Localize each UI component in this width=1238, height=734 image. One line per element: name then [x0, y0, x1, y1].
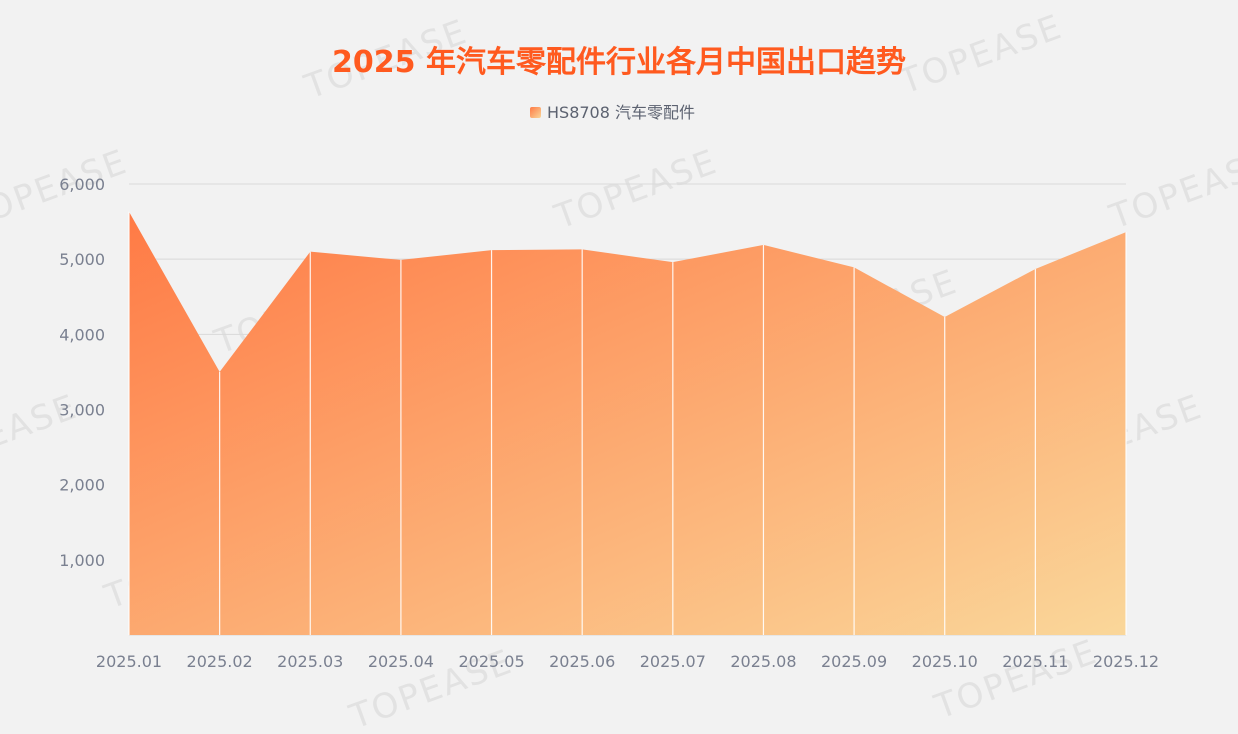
data-point[interactable]	[850, 263, 858, 271]
watermark-text: TOPEASE	[549, 142, 723, 238]
x-tick-label: 2025.03	[277, 652, 343, 671]
data-point[interactable]	[759, 241, 767, 249]
data-point[interactable]	[578, 245, 586, 253]
x-tick-label: 2025.06	[549, 652, 615, 671]
x-tick-label: 2025.09	[821, 652, 887, 671]
y-tick-label: 2,000	[59, 476, 105, 495]
watermark-text: TOPEASE	[929, 632, 1103, 728]
area-layer	[129, 211, 1126, 636]
data-point[interactable]	[306, 248, 314, 256]
y-axis-ticks: 1,000 2,000 3,000 4,000 5,000 6,000	[59, 175, 105, 570]
x-tick-label: 2025.07	[640, 652, 706, 671]
y-tick-label: 5,000	[59, 250, 105, 269]
y-tick-label: 4,000	[59, 325, 105, 344]
x-tick-label: 2025.01	[96, 652, 162, 671]
y-tick-label: 1,000	[59, 551, 105, 570]
x-tick-label: 2025.11	[1002, 652, 1068, 671]
y-tick-label: 6,000	[59, 175, 105, 194]
data-point[interactable]	[669, 258, 677, 266]
y-tick-label: 3,000	[59, 401, 105, 420]
data-point[interactable]	[1031, 265, 1039, 273]
divider-layer	[125, 208, 1130, 635]
x-tick-label: 2025.02	[187, 652, 253, 671]
data-point[interactable]	[397, 256, 405, 264]
legend-swatch	[530, 107, 541, 118]
watermark-text: TOPEASE	[1104, 142, 1238, 238]
data-point[interactable]	[941, 313, 949, 321]
data-point[interactable]	[1122, 228, 1130, 236]
x-tick-label: 2025.12	[1093, 652, 1159, 671]
x-tick-label: 2025.05	[458, 652, 524, 671]
x-axis-ticks: 2025.01 2025.02 2025.03 2025.04 2025.05 2025.…	[96, 652, 1159, 671]
data-point[interactable]	[125, 208, 133, 216]
x-tick-label: 2025.10	[912, 652, 978, 671]
legend[interactable]: HS8708 汽车零配件	[530, 103, 695, 122]
x-tick-label: 2025.08	[730, 652, 796, 671]
data-point[interactable]	[216, 368, 224, 376]
x-tick-label: 2025.04	[368, 652, 434, 671]
legend-label: HS8708 汽车零配件	[547, 103, 695, 122]
watermark-text: TOPEASE	[894, 7, 1068, 103]
series-area	[129, 211, 1126, 636]
chart-title: 2025 年汽车零配件行业各月中国出口趋势	[332, 45, 906, 80]
data-point[interactable]	[488, 246, 496, 254]
